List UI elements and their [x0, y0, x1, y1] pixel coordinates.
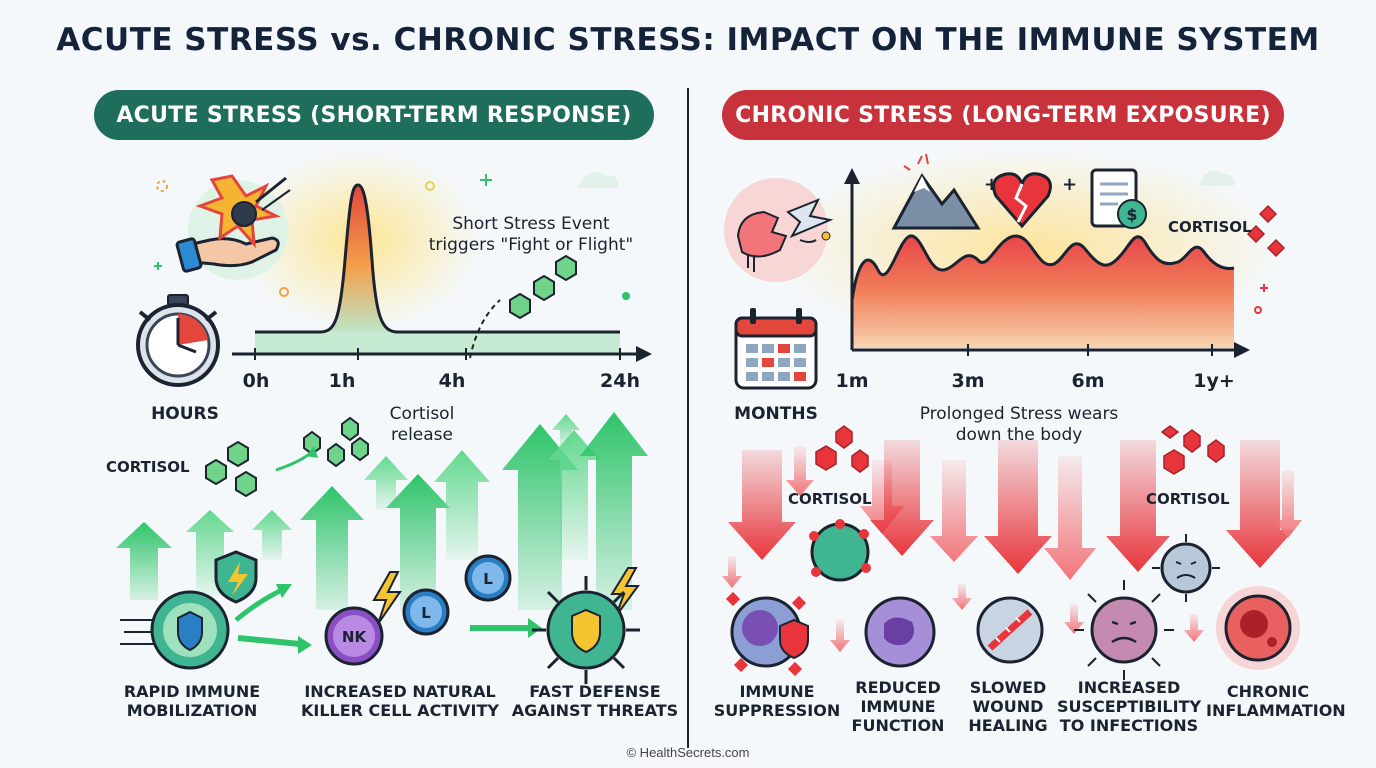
lymph-label-1: L: [421, 604, 431, 622]
chronic-tick-6m: 6m: [1071, 370, 1105, 392]
flow-arrow-2: [237, 635, 301, 647]
red-down-arrows: [722, 440, 1302, 652]
cortisol-molecules: [205, 416, 369, 498]
chronic-effect-4-line1: INCREASED: [1077, 678, 1181, 697]
chronic-cortisol-label-1: CORTISOL: [788, 490, 872, 508]
lymphocyte-cell-1: L: [402, 588, 450, 636]
stress-event-note-line2: triggers "Fight or Flight": [428, 235, 634, 255]
infection-cell: [1074, 580, 1174, 680]
calendar-icon: [734, 308, 818, 390]
chronic-effect-1: IMMUNE SUPPRESSION: [712, 682, 842, 720]
chronic-header: CHRONIC STRESS (LONG-TERM EXPOSURE): [722, 90, 1284, 140]
sparkle-decor: [154, 171, 630, 300]
chronic-effect-2: REDUCED IMMUNE FUNCTION: [846, 678, 950, 735]
acute-cortisol-line: [255, 183, 620, 334]
release-arrow: [275, 450, 313, 472]
chronic-tick-3m: 3m: [951, 370, 985, 392]
sparkle-decor-chronic: [1200, 170, 1268, 314]
acute-effect-2-line1: INCREASED NATURAL: [304, 682, 496, 701]
broken-brain-icon: [724, 178, 834, 282]
acute-effect-3: FAST DEFENSE AGAINST THREATS: [510, 682, 680, 720]
chronic-tick-1y: 1y+: [1193, 370, 1235, 392]
chronic-cortisol-area: [852, 235, 1234, 348]
chronic-cortisol-label-2: CORTISOL: [1146, 490, 1230, 508]
chronic-cortisol-line: [850, 234, 1235, 301]
acute-effect-3-line2: AGAINST THREATS: [511, 701, 679, 720]
footer-credit: © HealthSecrets.com: [626, 745, 750, 760]
shield-icon: [214, 550, 258, 604]
stopwatch-icon: [136, 294, 220, 387]
acute-effect-1-line2: MOBILIZATION: [126, 701, 258, 720]
sad-cell: [1152, 534, 1220, 602]
acute-header: ACUTE STRESS (SHORT-TERM RESPONSE): [94, 90, 654, 140]
chronic-effect-4: INCREASED SUSCEPTIBILITY TO INFECTIONS: [1056, 678, 1202, 735]
inflamed-cell: [1216, 586, 1300, 670]
acute-axis-arrowhead: [636, 346, 652, 362]
center-divider: [687, 88, 689, 748]
chronic-effect-4-line3: TO INFECTIONS: [1059, 716, 1199, 735]
acute-effect-2-line2: KILLER CELL ACTIVITY: [300, 701, 500, 720]
chronic-effect-1-line1: IMMUNE: [739, 682, 815, 701]
red-cortisol-molecules: [815, 204, 1286, 475]
mountain-icon: [891, 153, 981, 230]
mobilization-cell: [120, 590, 230, 670]
lymphocyte-cell-2: L: [464, 554, 512, 602]
reduced-function-cell: [864, 596, 936, 668]
acute-effect-1: RAPID IMMUNE MOBILIZATION: [112, 682, 272, 720]
chronic-effect-5-line2: INFLAMMATION: [1206, 701, 1346, 720]
chronic-panel-graphics: + + $: [722, 150, 1302, 680]
acute-tick-0h: 0h: [242, 370, 270, 392]
cortisol-release-line2: release: [391, 425, 453, 445]
cortisol-release-line1: Cortisol: [389, 404, 455, 424]
svg-text:$: $: [1126, 205, 1137, 224]
defense-virus-cell: [532, 576, 640, 684]
green-virus-cell: [809, 519, 871, 582]
chronic-effect-2-line2: IMMUNE: [860, 697, 936, 716]
chronic-chart-cortisol-label: CORTISOL: [1168, 218, 1252, 236]
acute-tick-24h: 24h: [600, 370, 640, 392]
chronic-effect-5: CHRONIC INFLAMMATION: [1206, 682, 1346, 720]
hand-meteor-icon: [175, 174, 291, 280]
acute-effect-1-line1: RAPID IMMUNE: [123, 682, 261, 701]
chronic-effect-2-line1: REDUCED: [855, 678, 941, 697]
bill-icon: $: [1090, 168, 1147, 229]
chronic-effect-3-line1: SLOWED: [969, 678, 1047, 697]
lightning-icon: [372, 567, 640, 625]
chronic-effect-2-line3: FUNCTION: [851, 716, 945, 735]
acute-tick-4h: 4h: [438, 370, 466, 392]
acute-effect-2: INCREASED NATURAL KILLER CELL ACTIVITY: [300, 682, 500, 720]
acute-cortisol-label: CORTISOL: [106, 458, 190, 476]
lymph-label-2: L: [483, 570, 493, 588]
chronic-effect-3-line2: WOUND: [972, 697, 1044, 716]
molecule-chain-icon: [509, 254, 577, 320]
svg-text:+: +: [1062, 174, 1077, 195]
wound-cell: [976, 596, 1044, 664]
nk-cell-label: NK: [342, 628, 368, 646]
wear-note: Prolonged Stress wears down the body: [896, 404, 1142, 446]
acute-baseline-band: [255, 332, 620, 354]
chronic-effect-4-line2: SUSCEPTIBILITY: [1056, 697, 1202, 716]
wear-note-line1: Prolonged Stress wears: [919, 404, 1119, 424]
cortisol-release-note: Cortisol release: [372, 404, 472, 446]
chronic-effect-3: SLOWED WOUND HEALING: [962, 678, 1054, 735]
page-title: ACUTE STRESS vs. CHRONIC STRESS: IMPACT …: [56, 22, 1320, 58]
acute-effect-3-line1: FAST DEFENSE: [529, 682, 661, 701]
acute-cortisol-peak: [255, 185, 398, 332]
chronic-effect-5-line1: CHRONIC: [1226, 682, 1310, 701]
stress-event-note: Short Stress Event triggers "Fight or Fl…: [416, 214, 646, 256]
suppressed-immune-cell: [725, 591, 809, 677]
stress-event-note-line1: Short Stress Event: [452, 214, 610, 234]
nk-cell: NK: [324, 606, 384, 666]
acute-tick-1h: 1h: [328, 370, 356, 392]
broken-heart-icon: [992, 172, 1052, 229]
acute-panel-graphics: NK L L: [116, 150, 652, 684]
chronic-effect-1-line2: SUPPRESSION: [713, 701, 841, 720]
chronic-time-unit: MONTHS: [734, 404, 818, 424]
acute-time-unit: HOURS: [151, 404, 219, 424]
chronic-tick-1m: 1m: [835, 370, 869, 392]
green-up-arrows: [116, 412, 648, 610]
chronic-effect-3-line3: HEALING: [968, 716, 1048, 735]
wear-note-line2: down the body: [955, 425, 1083, 445]
